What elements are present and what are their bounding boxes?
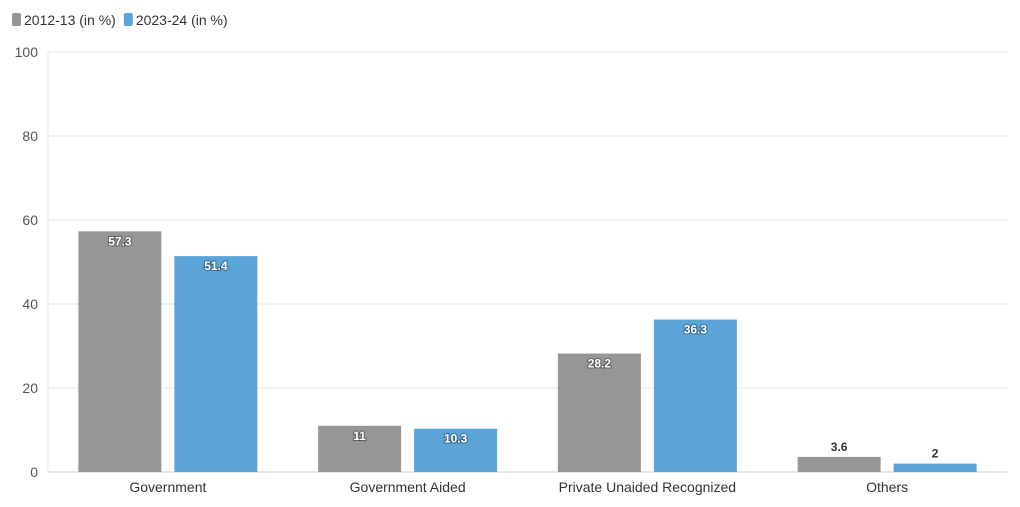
y-tick-label: 80	[22, 128, 38, 144]
x-axis: Government Government Aided Private Unaide…	[129, 479, 908, 495]
legend-label-0[interactable]: 2012-13 (in %)	[24, 12, 116, 28]
data-label: 2	[932, 447, 939, 461]
y-tick-label: 60	[22, 212, 38, 228]
bar-2012-13-2[interactable]	[557, 353, 641, 472]
bar-2023-24-0[interactable]	[174, 256, 258, 472]
x-tick-label: Government Aided	[350, 479, 466, 495]
bar-2012-13-1[interactable]	[318, 425, 402, 472]
bar-2023-24-2[interactable]	[653, 319, 737, 472]
bar-2023-24-1[interactable]	[414, 428, 498, 472]
data-label: 10.3	[444, 432, 468, 446]
legend: 2012-13 (in %) 2023-24 (in %)	[12, 12, 228, 28]
bars	[78, 231, 977, 472]
bar-2023-24-3[interactable]	[893, 463, 977, 472]
legend-swatch-1	[123, 13, 133, 26]
legend-swatch-0	[12, 13, 21, 26]
y-tick-label: 40	[22, 296, 38, 312]
data-label: 36.3	[684, 323, 708, 337]
bar-2012-13-3[interactable]	[797, 456, 881, 472]
data-labels: 57.3 51.4 11 10.3 28.2 36.3 3.6 2	[107, 233, 939, 461]
bar-2012-13-0[interactable]	[78, 231, 162, 472]
x-tick-label: Government	[129, 479, 206, 495]
data-label: 3.6	[831, 440, 848, 454]
data-label: 28.2	[588, 357, 612, 371]
data-label: 57.3	[108, 234, 132, 248]
y-tick-label: 100	[15, 44, 39, 60]
x-tick-label: Private Unaided Recognized	[559, 479, 736, 495]
legend-label-1[interactable]: 2023-24 (in %)	[136, 12, 228, 28]
y-axis: 0 20 40 60 80 100	[15, 44, 1007, 480]
x-tick-label: Others	[866, 479, 908, 495]
y-tick-label: 0	[30, 464, 38, 480]
data-label: 51.4	[204, 259, 228, 273]
y-tick-label: 20	[22, 380, 38, 396]
data-label: 11	[353, 429, 366, 443]
